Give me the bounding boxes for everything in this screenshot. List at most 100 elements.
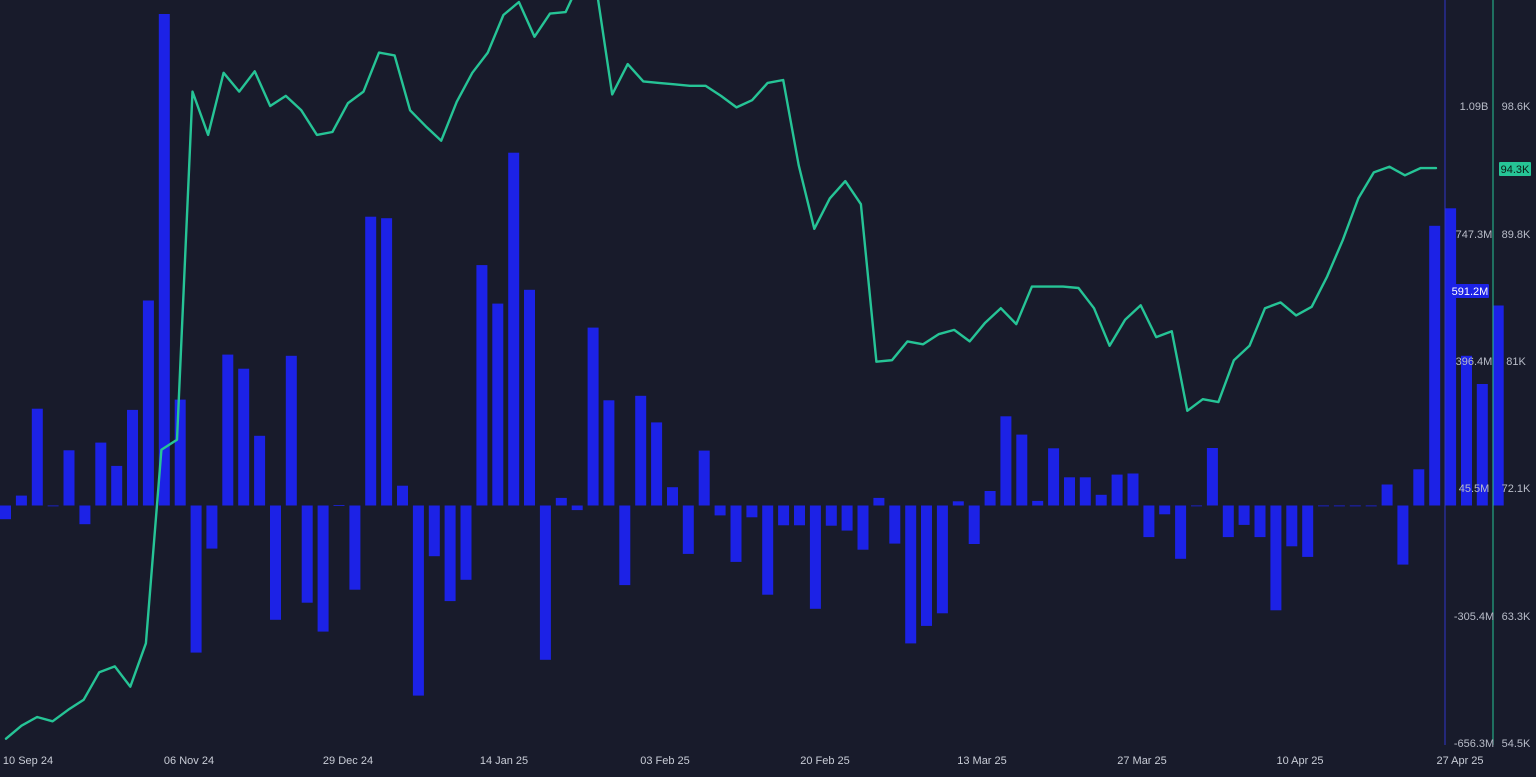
bar-64 — [1016, 434, 1028, 506]
bar-57 — [905, 505, 917, 644]
bars-layer — [0, 14, 1504, 696]
bar-54 — [857, 505, 869, 550]
bar-35 — [555, 497, 567, 506]
bar-30 — [476, 265, 488, 506]
bar-55 — [873, 497, 885, 506]
x-tick-label-7: 27 Mar 25 — [1117, 755, 1167, 767]
bar-44 — [698, 450, 710, 506]
bar-5 — [79, 505, 91, 525]
bar-12 — [190, 505, 202, 653]
bar-49 — [778, 505, 790, 526]
bar-axis-tick-5: -656.3M — [1454, 738, 1494, 750]
x-tick-label-9: 27 Apr 25 — [1436, 755, 1483, 767]
bar-24 — [381, 218, 393, 506]
bar-60 — [952, 501, 964, 506]
bar-18 — [285, 355, 297, 506]
bar-current-value: 591.2M — [1452, 286, 1489, 298]
bar-53 — [841, 505, 853, 531]
bar-25 — [397, 485, 408, 506]
x-tick-label-4: 03 Feb 25 — [640, 755, 690, 767]
bar-51 — [809, 505, 821, 609]
bar-81 — [1286, 505, 1298, 547]
bar-80 — [1270, 505, 1282, 611]
bar-69 — [1095, 494, 1107, 506]
bar-90 — [1429, 225, 1441, 506]
bar-22 — [349, 505, 361, 590]
bar-2 — [31, 408, 43, 506]
bar-41 — [651, 422, 663, 506]
x-tick-label-8: 10 Apr 25 — [1276, 755, 1323, 767]
price-line — [4, 0, 1438, 740]
bar-15 — [238, 368, 250, 506]
bar-68 — [1079, 477, 1091, 506]
bar-93 — [1476, 384, 1488, 506]
line-current-badge — [1499, 162, 1531, 176]
x-tick-label-3: 14 Jan 25 — [480, 755, 528, 767]
bar-78 — [1238, 505, 1250, 525]
line-layer — [4, 0, 1438, 740]
x-tick-label-0: 10 Sep 24 — [3, 755, 53, 767]
bar-21 — [333, 505, 345, 506]
bar-23 — [365, 216, 377, 506]
x-tick-label-5: 20 Feb 25 — [800, 755, 850, 767]
bar-71 — [1127, 473, 1139, 506]
bar-37 — [587, 327, 599, 506]
bar-59 — [936, 505, 948, 614]
bar-70 — [1111, 474, 1123, 506]
bar-45 — [714, 505, 726, 516]
bar-92 — [1461, 355, 1472, 506]
bar-26 — [412, 505, 424, 696]
line-current-value: 94.3K — [1501, 164, 1530, 176]
bar-11 — [174, 399, 186, 506]
bar-axis-tick-4: -305.4M — [1454, 611, 1494, 623]
bar-38 — [603, 400, 615, 506]
bar-87 — [1381, 484, 1393, 506]
bar-1 — [15, 495, 27, 506]
bar-34 — [539, 505, 551, 660]
bar-67 — [1064, 477, 1075, 506]
bar-52 — [825, 505, 837, 526]
axes-layer: 1.09B 747.3M 396.4M 45.5M -305.4M -656.3M 98.6… — [3, 0, 1531, 767]
bar-32 — [508, 152, 520, 506]
bar-36 — [571, 505, 583, 511]
bar-10 — [158, 14, 170, 506]
line-axis-tick-3: 72.1K — [1502, 483, 1531, 495]
bar-axis-tick-0: 1.09B — [1460, 101, 1489, 113]
bar-33 — [524, 289, 535, 506]
line-axis-tick-0: 98.6K — [1502, 101, 1531, 113]
bar-4 — [63, 450, 75, 506]
bar-27 — [428, 505, 440, 557]
bar-20 — [317, 505, 329, 632]
bar-62 — [984, 491, 996, 506]
bar-39 — [619, 505, 631, 586]
bar-66 — [1048, 448, 1060, 506]
bar-85 — [1349, 505, 1361, 507]
bar-9 — [142, 300, 154, 506]
bar-75 — [1191, 505, 1202, 507]
bar-91 — [1445, 208, 1457, 506]
bar-79 — [1254, 505, 1266, 538]
bar-40 — [635, 395, 647, 506]
bar-63 — [1000, 416, 1012, 506]
bar-0 — [0, 505, 11, 520]
bar-56 — [889, 505, 901, 544]
line-axis-tick-2: 81K — [1506, 356, 1526, 368]
bar-17 — [270, 505, 281, 620]
bar-89 — [1413, 469, 1425, 506]
bar-19 — [301, 505, 313, 603]
bar-3 — [47, 505, 59, 507]
bar-50 — [794, 505, 805, 526]
bar-73 — [1159, 505, 1171, 515]
bar-29 — [460, 505, 472, 580]
bar-14 — [222, 354, 234, 506]
x-tick-label-6: 13 Mar 25 — [957, 755, 1007, 767]
line-axis-tick-5: 54.5K — [1502, 738, 1531, 750]
line-axis-tick-4: 63.3K — [1502, 611, 1531, 623]
bar-42 — [667, 487, 678, 506]
bar-94 — [1492, 305, 1504, 506]
bar-47 — [746, 505, 758, 518]
bar-83 — [1318, 505, 1329, 507]
bar-61 — [968, 505, 980, 544]
